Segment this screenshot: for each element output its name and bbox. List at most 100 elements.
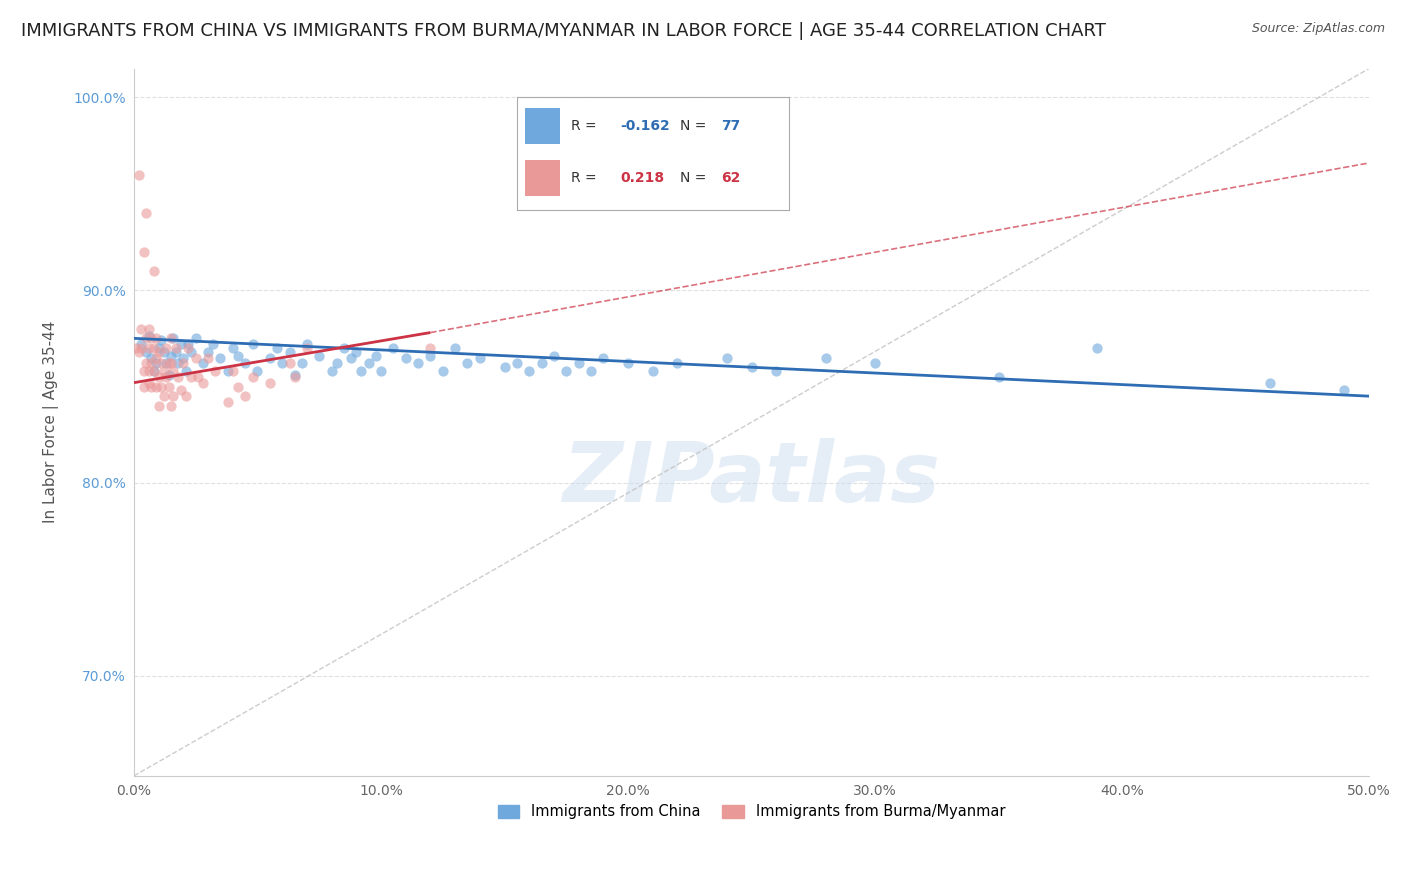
Point — [579, 364, 602, 378]
Point — [259, 351, 281, 365]
Point — [222, 341, 245, 355]
Point — [555, 364, 578, 378]
Point — [1333, 384, 1355, 398]
Point — [197, 344, 219, 359]
Point — [141, 331, 163, 345]
Point — [135, 206, 157, 220]
Point — [170, 384, 193, 398]
Point — [135, 344, 157, 359]
Point — [271, 356, 294, 370]
Point — [233, 356, 256, 370]
Point — [172, 351, 194, 365]
Point — [592, 351, 614, 365]
Point — [148, 341, 170, 355]
Point — [716, 351, 738, 365]
Point — [150, 333, 173, 347]
Point — [155, 356, 177, 370]
Point — [145, 351, 167, 365]
Text: Source: ZipAtlas.com: Source: ZipAtlas.com — [1251, 22, 1385, 36]
Point — [132, 379, 155, 393]
Point — [217, 364, 239, 378]
Point — [141, 379, 163, 393]
Point — [155, 370, 177, 384]
Point — [155, 341, 177, 355]
Point — [233, 389, 256, 403]
Point — [172, 356, 194, 370]
Point — [543, 349, 565, 363]
Point — [517, 364, 540, 378]
Point — [177, 337, 200, 351]
Point — [506, 356, 529, 370]
Point — [160, 356, 183, 370]
Point — [180, 370, 202, 384]
Point — [406, 356, 429, 370]
Point — [333, 341, 356, 355]
Point — [152, 364, 174, 378]
Point — [148, 399, 170, 413]
Point — [157, 379, 180, 393]
Point — [357, 356, 380, 370]
Point — [128, 168, 150, 182]
Point — [165, 344, 187, 359]
Y-axis label: In Labor Force | Age 35-44: In Labor Force | Age 35-44 — [44, 321, 59, 524]
Point — [568, 356, 591, 370]
Point — [242, 370, 264, 384]
Point — [157, 368, 180, 382]
Point — [283, 368, 305, 382]
Point — [160, 349, 183, 363]
Point — [217, 395, 239, 409]
Point — [308, 349, 330, 363]
Point — [419, 341, 441, 355]
Point — [204, 364, 226, 378]
Point — [530, 356, 553, 370]
Point — [162, 389, 184, 403]
Point — [242, 337, 264, 351]
Point — [197, 351, 219, 365]
Point — [162, 331, 184, 345]
Point — [142, 341, 165, 355]
Point — [145, 379, 167, 393]
Point — [291, 356, 314, 370]
Point — [184, 351, 207, 365]
Point — [419, 349, 441, 363]
Point — [160, 331, 183, 345]
Point — [432, 364, 454, 378]
Point — [283, 370, 305, 384]
Point — [170, 337, 193, 351]
Point — [222, 364, 245, 378]
Point — [141, 351, 163, 365]
Point — [278, 344, 301, 359]
Point — [765, 364, 787, 378]
Point — [494, 360, 516, 375]
Point — [141, 356, 163, 370]
Point — [135, 356, 157, 370]
Point — [180, 344, 202, 359]
Point — [202, 337, 225, 351]
Point — [150, 379, 173, 393]
Point — [184, 331, 207, 345]
Point — [1087, 341, 1109, 355]
Point — [138, 341, 160, 355]
Point — [148, 370, 170, 384]
Point — [191, 376, 214, 390]
Point — [125, 341, 148, 355]
Point — [167, 370, 190, 384]
Point — [987, 370, 1010, 384]
Point — [226, 379, 249, 393]
Point — [382, 341, 405, 355]
Point — [132, 364, 155, 378]
Point — [444, 341, 467, 355]
Point — [174, 389, 197, 403]
Point — [138, 364, 160, 378]
Point — [142, 264, 165, 278]
Point — [641, 364, 664, 378]
Point — [157, 356, 180, 370]
Point — [187, 370, 209, 384]
Point — [246, 364, 269, 378]
Point — [138, 321, 160, 335]
Point — [135, 331, 157, 345]
Point — [295, 337, 318, 351]
Point — [344, 344, 367, 359]
Point — [266, 341, 288, 355]
Point — [131, 337, 153, 351]
